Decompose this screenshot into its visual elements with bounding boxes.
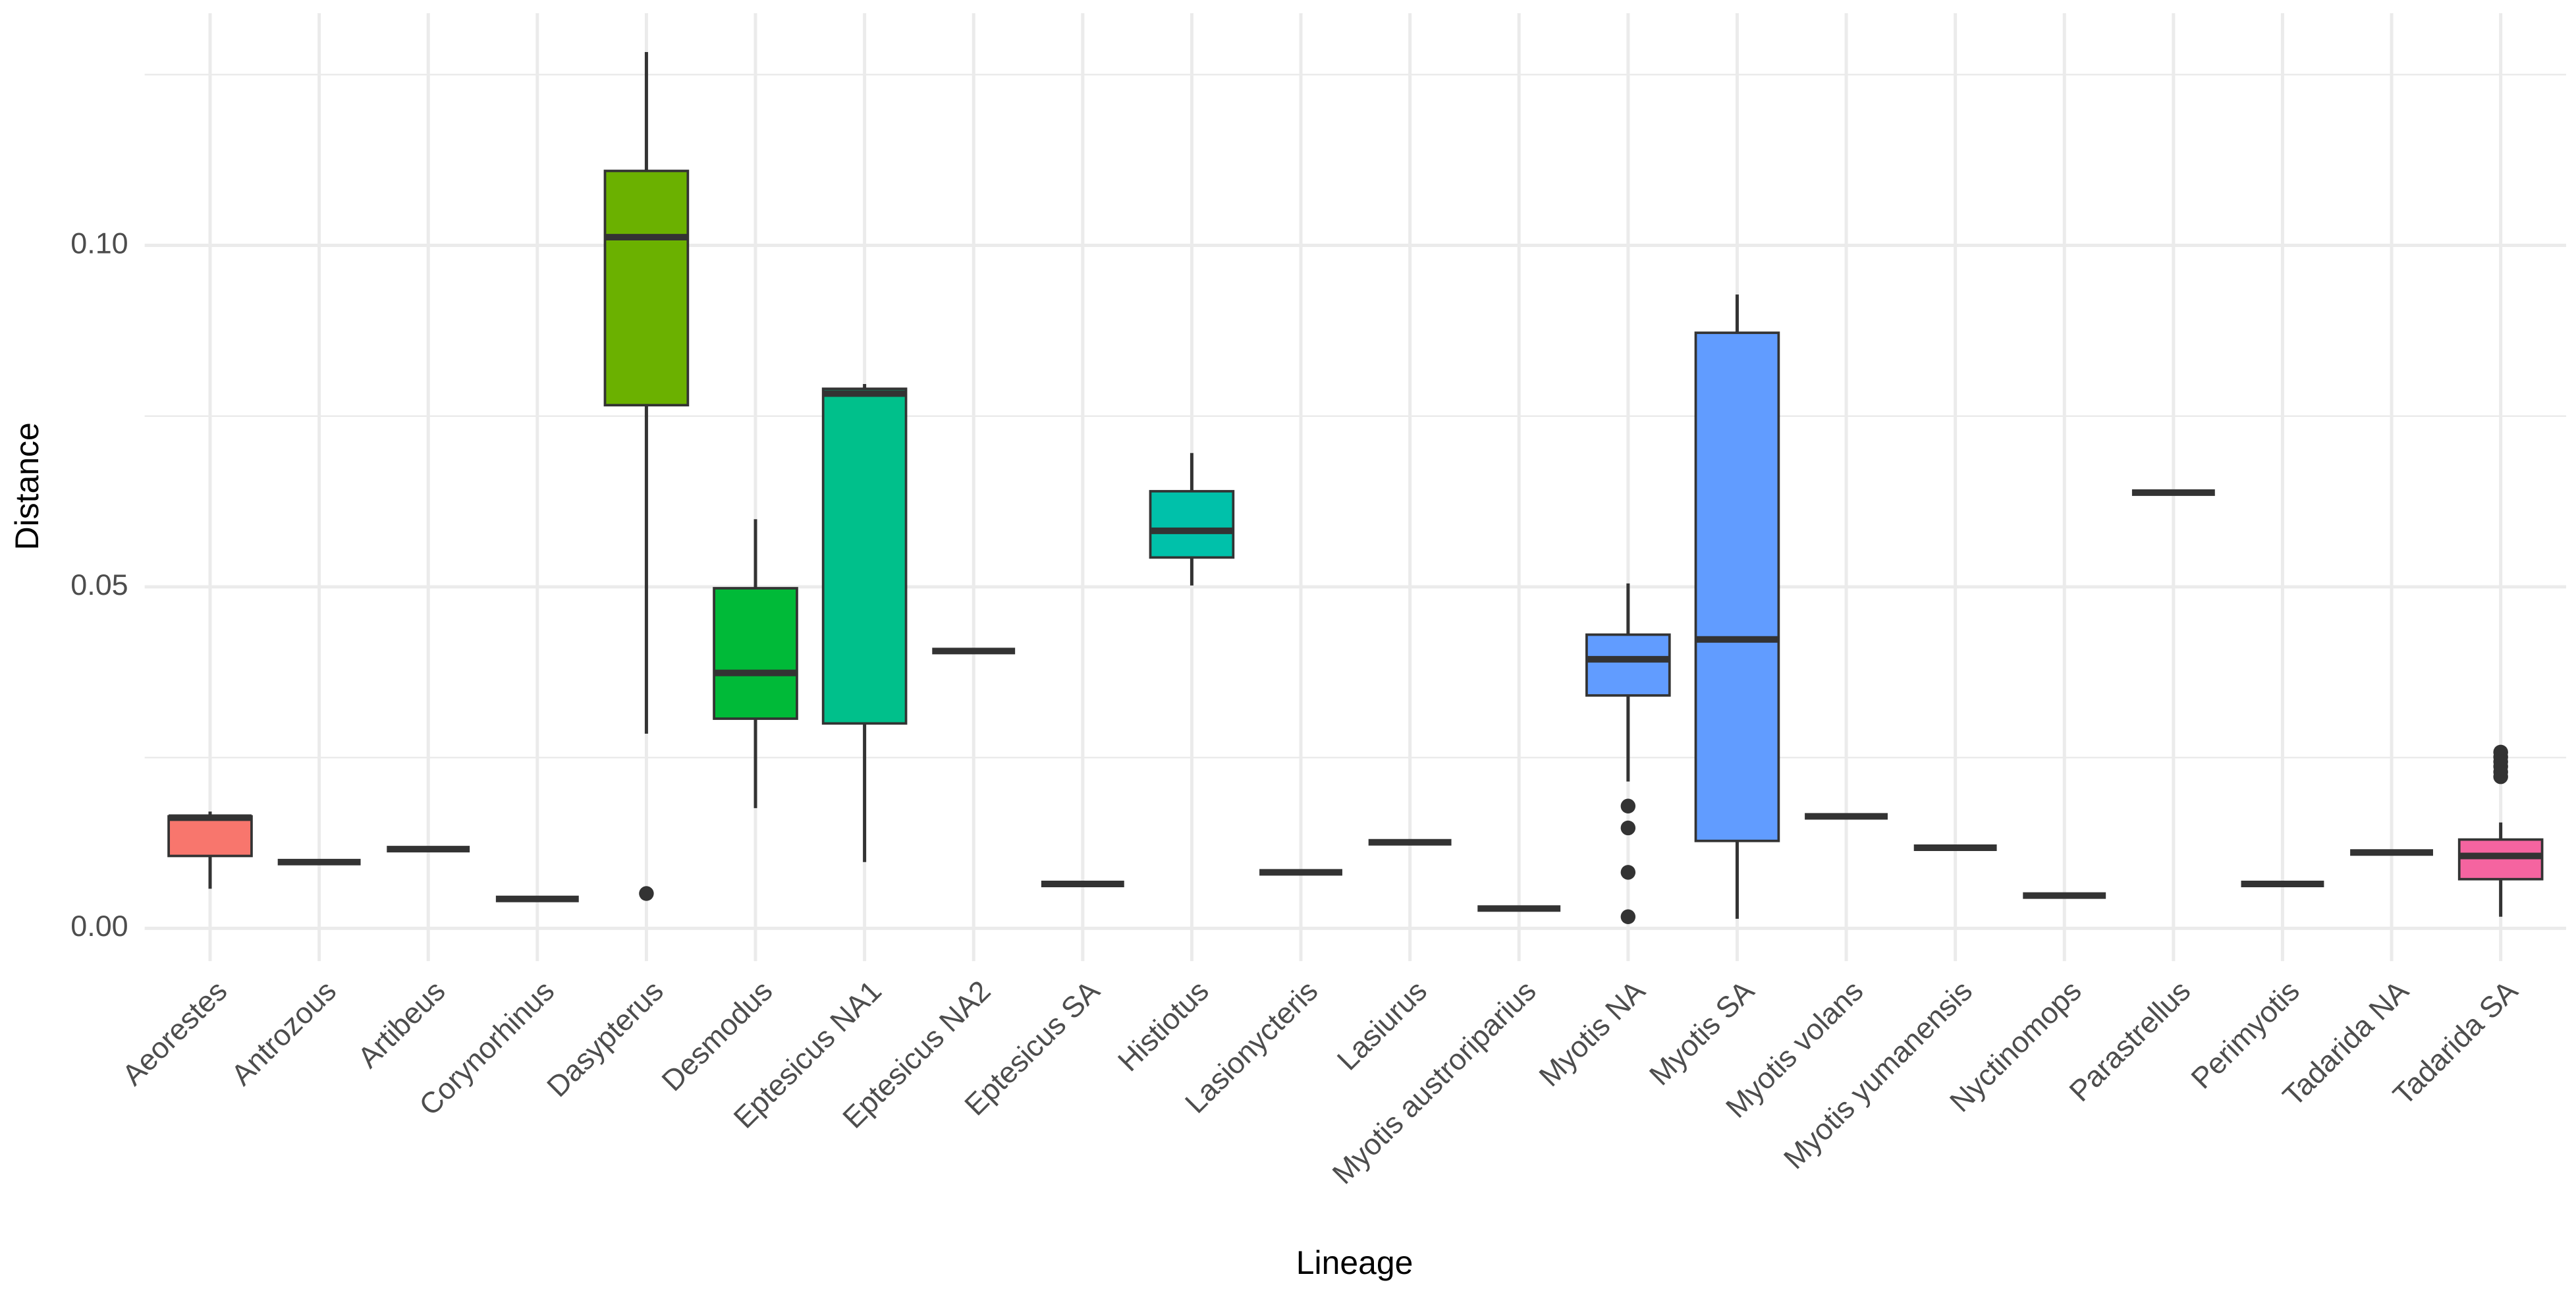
x-tick-label: Myotis austroriparius [1326,974,1543,1190]
box [1694,331,1780,842]
outlier [1620,820,1636,836]
y-axis-title: Distance [9,422,45,550]
outlier [2493,769,2508,784]
x-tick-label: Myotis NA [1532,974,1651,1093]
box [1149,489,1235,559]
box [167,815,253,858]
outlier [639,886,654,901]
y-tick-label: 0.00 [70,909,128,943]
x-tick-label: Myotis SA [1643,974,1761,1091]
x-tick-label: Aeorestes [115,974,233,1091]
box [603,169,690,406]
x-tick-label: Lasiurus [1330,974,1433,1076]
x-tick-label: Dasypterus [540,974,670,1103]
x-axis-title: Lineage [1296,1244,1413,1281]
outlier [1620,865,1636,880]
outlier [1620,909,1636,924]
x-tick-label: Artibeus [351,974,452,1074]
y-tick-label: 0.10 [70,226,128,260]
x-tick-label: Myotis yumanensis [1777,974,1979,1175]
box [1585,633,1671,697]
y-tick-label: 0.05 [70,568,128,601]
box [821,387,908,725]
box [713,587,798,720]
x-tick-label: Histiotus [1111,974,1215,1078]
outlier [1620,798,1636,814]
x-tick-label: Antrozous [225,974,343,1091]
box [2457,838,2544,881]
